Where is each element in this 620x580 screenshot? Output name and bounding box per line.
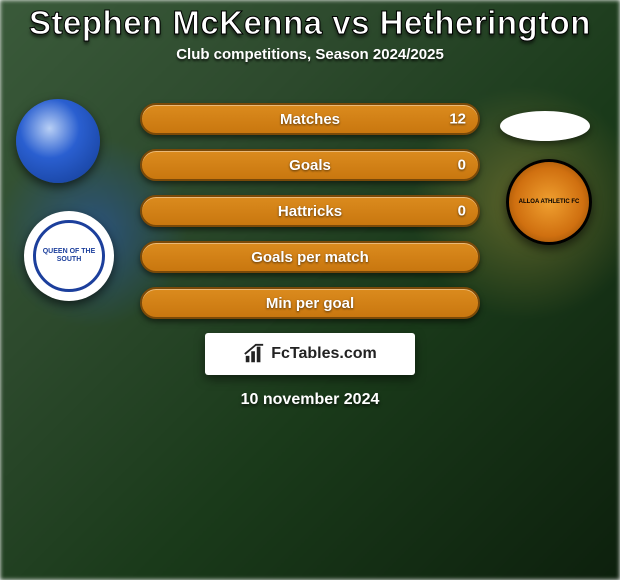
stat-label: Goals [289,157,331,174]
brand-chart-icon [243,343,265,365]
title-player2: Hetherington [380,4,591,41]
stat-label: Goals per match [251,249,369,266]
date: 10 november 2024 [0,391,620,409]
stat-value-right: 0 [458,203,466,220]
stat-label: Hattricks [278,203,342,220]
subtitle: Club competitions, Season 2024/2025 [0,46,620,63]
stat-label: Matches [280,111,340,128]
title-vs: vs [332,4,370,41]
stat-bars: Matches 12 Goals 0 Hattricks 0 Goals per match… [140,91,480,319]
player1-avatar [16,99,100,183]
club1-name: QUEEN OF THE SOUTH [33,220,105,292]
stage: QUEEN OF THE SOUTH ALLOA ATHLETIC FC Mat… [0,91,620,409]
stat-bar: Goals 0 [140,149,480,181]
stat-label: Min per goal [266,295,354,312]
stat-value-right: 0 [458,157,466,174]
brand-text: FcTables.com [271,345,377,363]
brand-box[interactable]: FcTables.com [205,333,415,375]
page-title: Stephen McKenna vs Hetherington [0,4,620,42]
stat-bar: Matches 12 [140,103,480,135]
club2-name: ALLOA ATHLETIC FC [519,199,580,205]
title-player1: Stephen McKenna [29,4,323,41]
club1-badge: QUEEN OF THE SOUTH [24,211,114,301]
club2-badge: ALLOA ATHLETIC FC [506,159,592,245]
content: Stephen McKenna vs Hetherington Club com… [0,0,620,409]
stat-value-right: 12 [449,111,466,128]
stat-bar: Goals per match [140,241,480,273]
stat-bar: Hattricks 0 [140,195,480,227]
player2-avatar [500,111,590,141]
stat-bar: Min per goal [140,287,480,319]
